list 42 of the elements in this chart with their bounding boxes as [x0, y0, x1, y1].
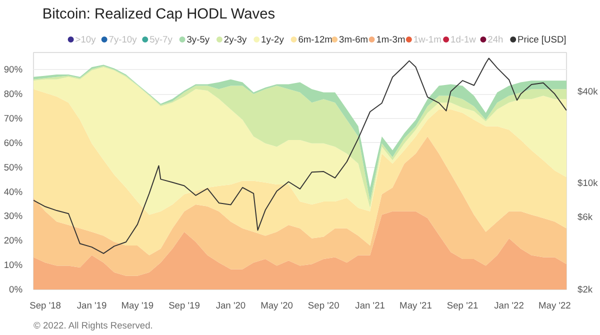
- legend-label: 1w-1m: [413, 34, 442, 44]
- x-tick-label: Sep '21: [446, 300, 478, 310]
- legend-label: 7y-10y: [108, 34, 138, 44]
- legend-label: 1m-3m: [376, 34, 406, 44]
- y2-tick-label: $10k: [578, 178, 598, 188]
- y2-tick-label: $2k: [578, 284, 593, 294]
- y2-tick-label: $40k: [578, 86, 598, 96]
- x-tick-label: Sep '20: [308, 300, 340, 310]
- chart-title: Bitcoin: Realized Cap HODL Waves: [42, 6, 276, 22]
- x-tick-label: May '21: [400, 300, 432, 310]
- x-tick-label: May '22: [538, 300, 571, 310]
- y-tick-label: 60%: [4, 138, 22, 148]
- text: © 2022. All Rights Reserved.: [34, 320, 153, 330]
- y-tick-label: 70%: [4, 113, 22, 124]
- y2-tick-label: $6k: [578, 212, 593, 222]
- legend-label: 1y-2y: [261, 34, 284, 44]
- legend-label: >10y: [75, 34, 96, 44]
- legend-label: 2y-3y: [224, 34, 248, 44]
- y-tick-label: 10%: [4, 260, 22, 270]
- legend-label: 3y-5y: [186, 34, 210, 44]
- x-tick-label: May '20: [260, 300, 293, 310]
- x-tick-label: Jan '19: [76, 300, 107, 310]
- legend-label: Price [USD]: [518, 34, 566, 44]
- x-tick-label: Jan '20: [216, 300, 246, 310]
- legend-label: 1d-1w: [450, 34, 476, 44]
- x-tick-label: Sep '19: [168, 300, 200, 310]
- y-tick-label: 0%: [9, 284, 22, 294]
- legend-label: 6m-12m: [298, 34, 333, 44]
- x-tick-label: Sep '18: [30, 300, 61, 310]
- y-tick-label: 20%: [4, 236, 22, 246]
- y-tick-label: 30%: [4, 211, 22, 222]
- y-tick-label: 90%: [4, 64, 22, 75]
- x-tick-label: May '19: [121, 300, 154, 310]
- line-series: [34, 58, 566, 254]
- y-tick-label: 80%: [4, 89, 22, 100]
- y-tick-label: 40%: [4, 186, 22, 197]
- legend-label: 3m-6m: [339, 34, 368, 44]
- y-tick-label: 50%: [4, 162, 22, 172]
- legend-label: 24h: [488, 34, 504, 44]
- legend-label: 5y-7y: [150, 34, 173, 44]
- x-tick-label: Jan '22: [494, 300, 524, 310]
- x-tick-label: Jan '21: [355, 300, 385, 310]
